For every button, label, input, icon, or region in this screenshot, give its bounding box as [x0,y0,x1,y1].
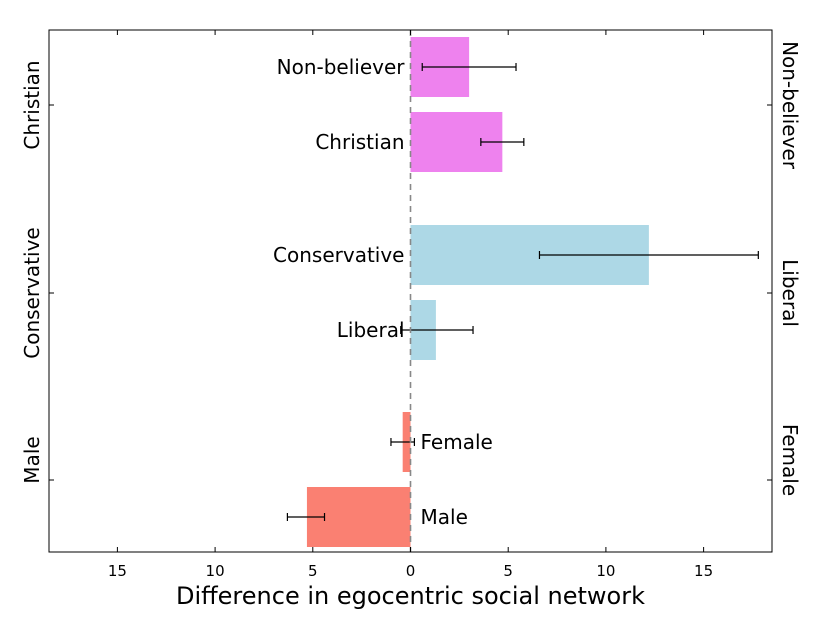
bar-label-gender-1: Male [421,505,468,529]
x-tick-label-0: 15 [108,562,127,580]
x-tick-label-1: 10 [206,562,225,580]
right-group-label-gender: Female [778,424,802,496]
x-axis-title: Difference in egocentric social network [176,582,645,610]
right-group-label-politics: Liberal [778,259,802,327]
right-group-label-religion: Non-believer [778,41,802,170]
x-tick-label-2: 5 [308,562,318,580]
chart-ticks: 15 10 5 0 5 10 15 [49,30,772,580]
bar-label-politics-0: Conservative [273,243,404,267]
x-tick-label-6: 15 [694,562,713,580]
x-tick-label-3: 0 [406,562,416,580]
bar-label-politics-1: Liberal [337,318,405,342]
left-group-label-politics: Conservative [20,227,44,358]
bar-label-religion-0: Non-believer [277,55,406,79]
chart-labels: Non-believer Christian Christian Non-believ… [20,41,802,529]
bar-label-gender-0: Female [421,430,493,454]
x-tick-label-5: 10 [596,562,615,580]
x-tick-label-4: 5 [503,562,513,580]
chart-marks [286,30,759,552]
left-group-label-religion: Christian [20,60,44,149]
bar-label-religion-1: Christian [315,130,404,154]
left-group-label-gender: Male [20,436,44,483]
